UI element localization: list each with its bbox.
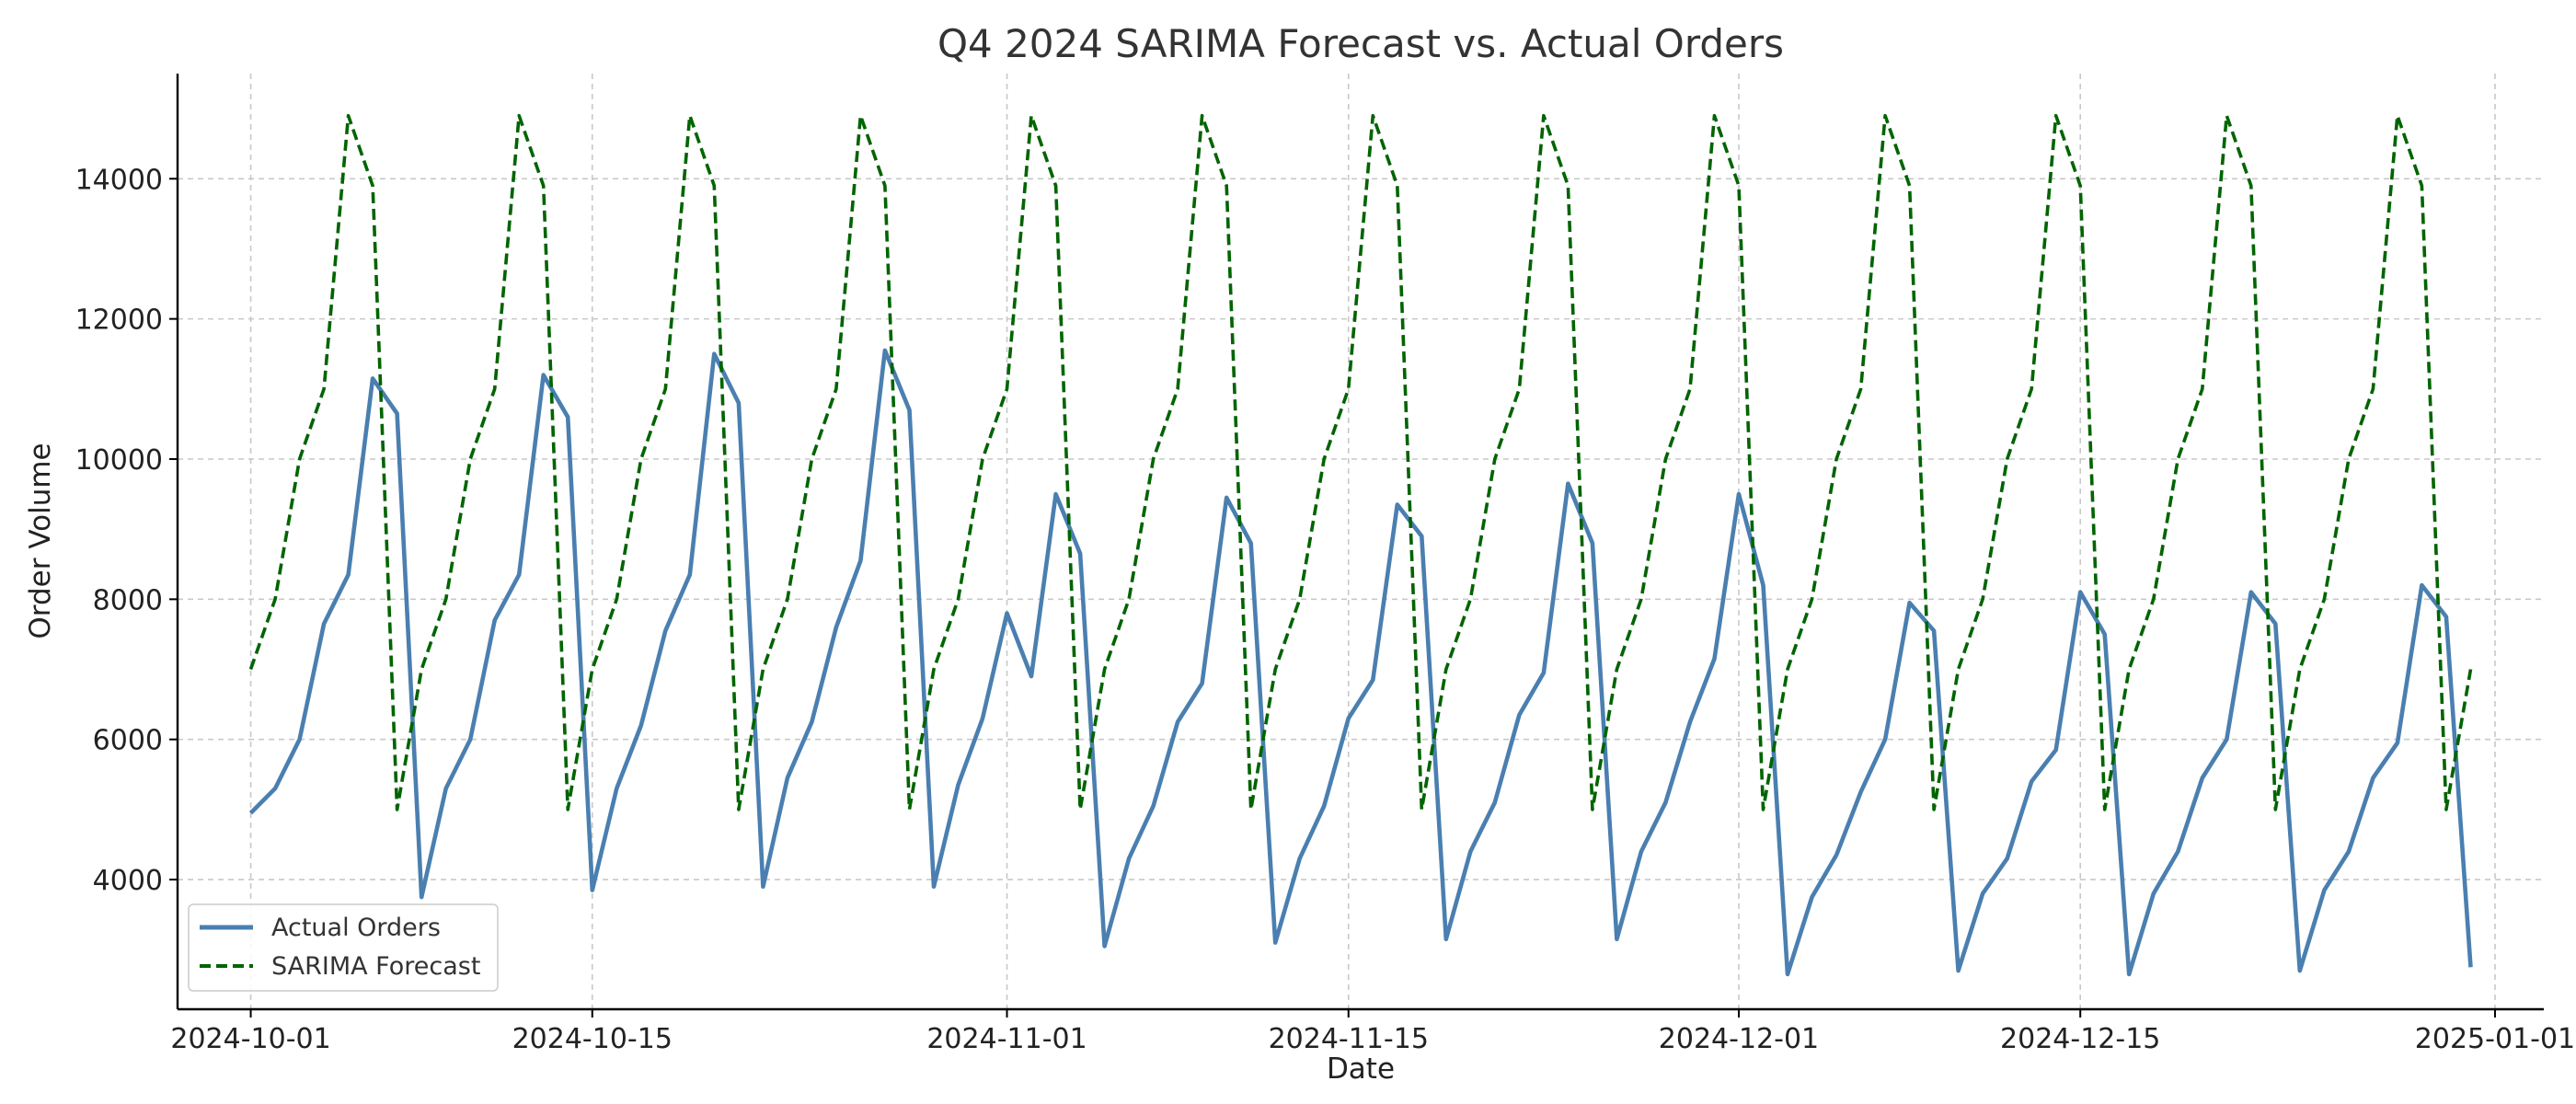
y-axis-label: Order Volume	[24, 443, 57, 638]
x-tick-label: 2024-11-15	[1269, 1023, 1429, 1055]
x-tick-label: 2024-10-15	[512, 1023, 673, 1055]
axes	[176, 74, 2544, 1011]
y-tick-label: 4000	[93, 865, 163, 897]
legend-label-actual: Actual Orders	[271, 914, 441, 942]
x-tick-label: 2024-10-01	[170, 1023, 330, 1055]
y-tick-label: 12000	[75, 305, 163, 337]
y-tick-label: 8000	[93, 584, 163, 616]
grid	[178, 74, 2544, 1009]
x-tick-label: 2025-01-01	[2415, 1023, 2575, 1055]
legend: Actual Orders SARIMA Forecast	[188, 903, 499, 992]
x-tick-label: 2024-12-01	[1659, 1023, 1819, 1055]
series-layer	[248, 113, 2473, 977]
legend-box	[188, 903, 499, 992]
y-tick-label: 10000	[75, 444, 163, 477]
x-axis-ticks: 2024-10-01 2024-10-15 2024-11-01 2024-11-15…	[170, 1009, 2575, 1055]
y-tick-label: 6000	[93, 725, 163, 757]
x-axis-label: Date	[1327, 1052, 1395, 1086]
legend-label-forecast: SARIMA Forecast	[271, 952, 480, 981]
chart-title: Q4 2024 SARIMA Forecast vs. Actual Order…	[937, 21, 1784, 66]
forecast-series-line	[248, 113, 2473, 811]
x-tick-label: 2024-12-15	[2000, 1023, 2160, 1055]
x-tick-label: 2024-11-01	[926, 1023, 1087, 1055]
actual-series-line	[248, 348, 2473, 977]
y-tick-label: 14000	[75, 164, 163, 196]
y-axis-ticks: 4000 6000 8000 10000 12000 14000	[75, 164, 178, 897]
